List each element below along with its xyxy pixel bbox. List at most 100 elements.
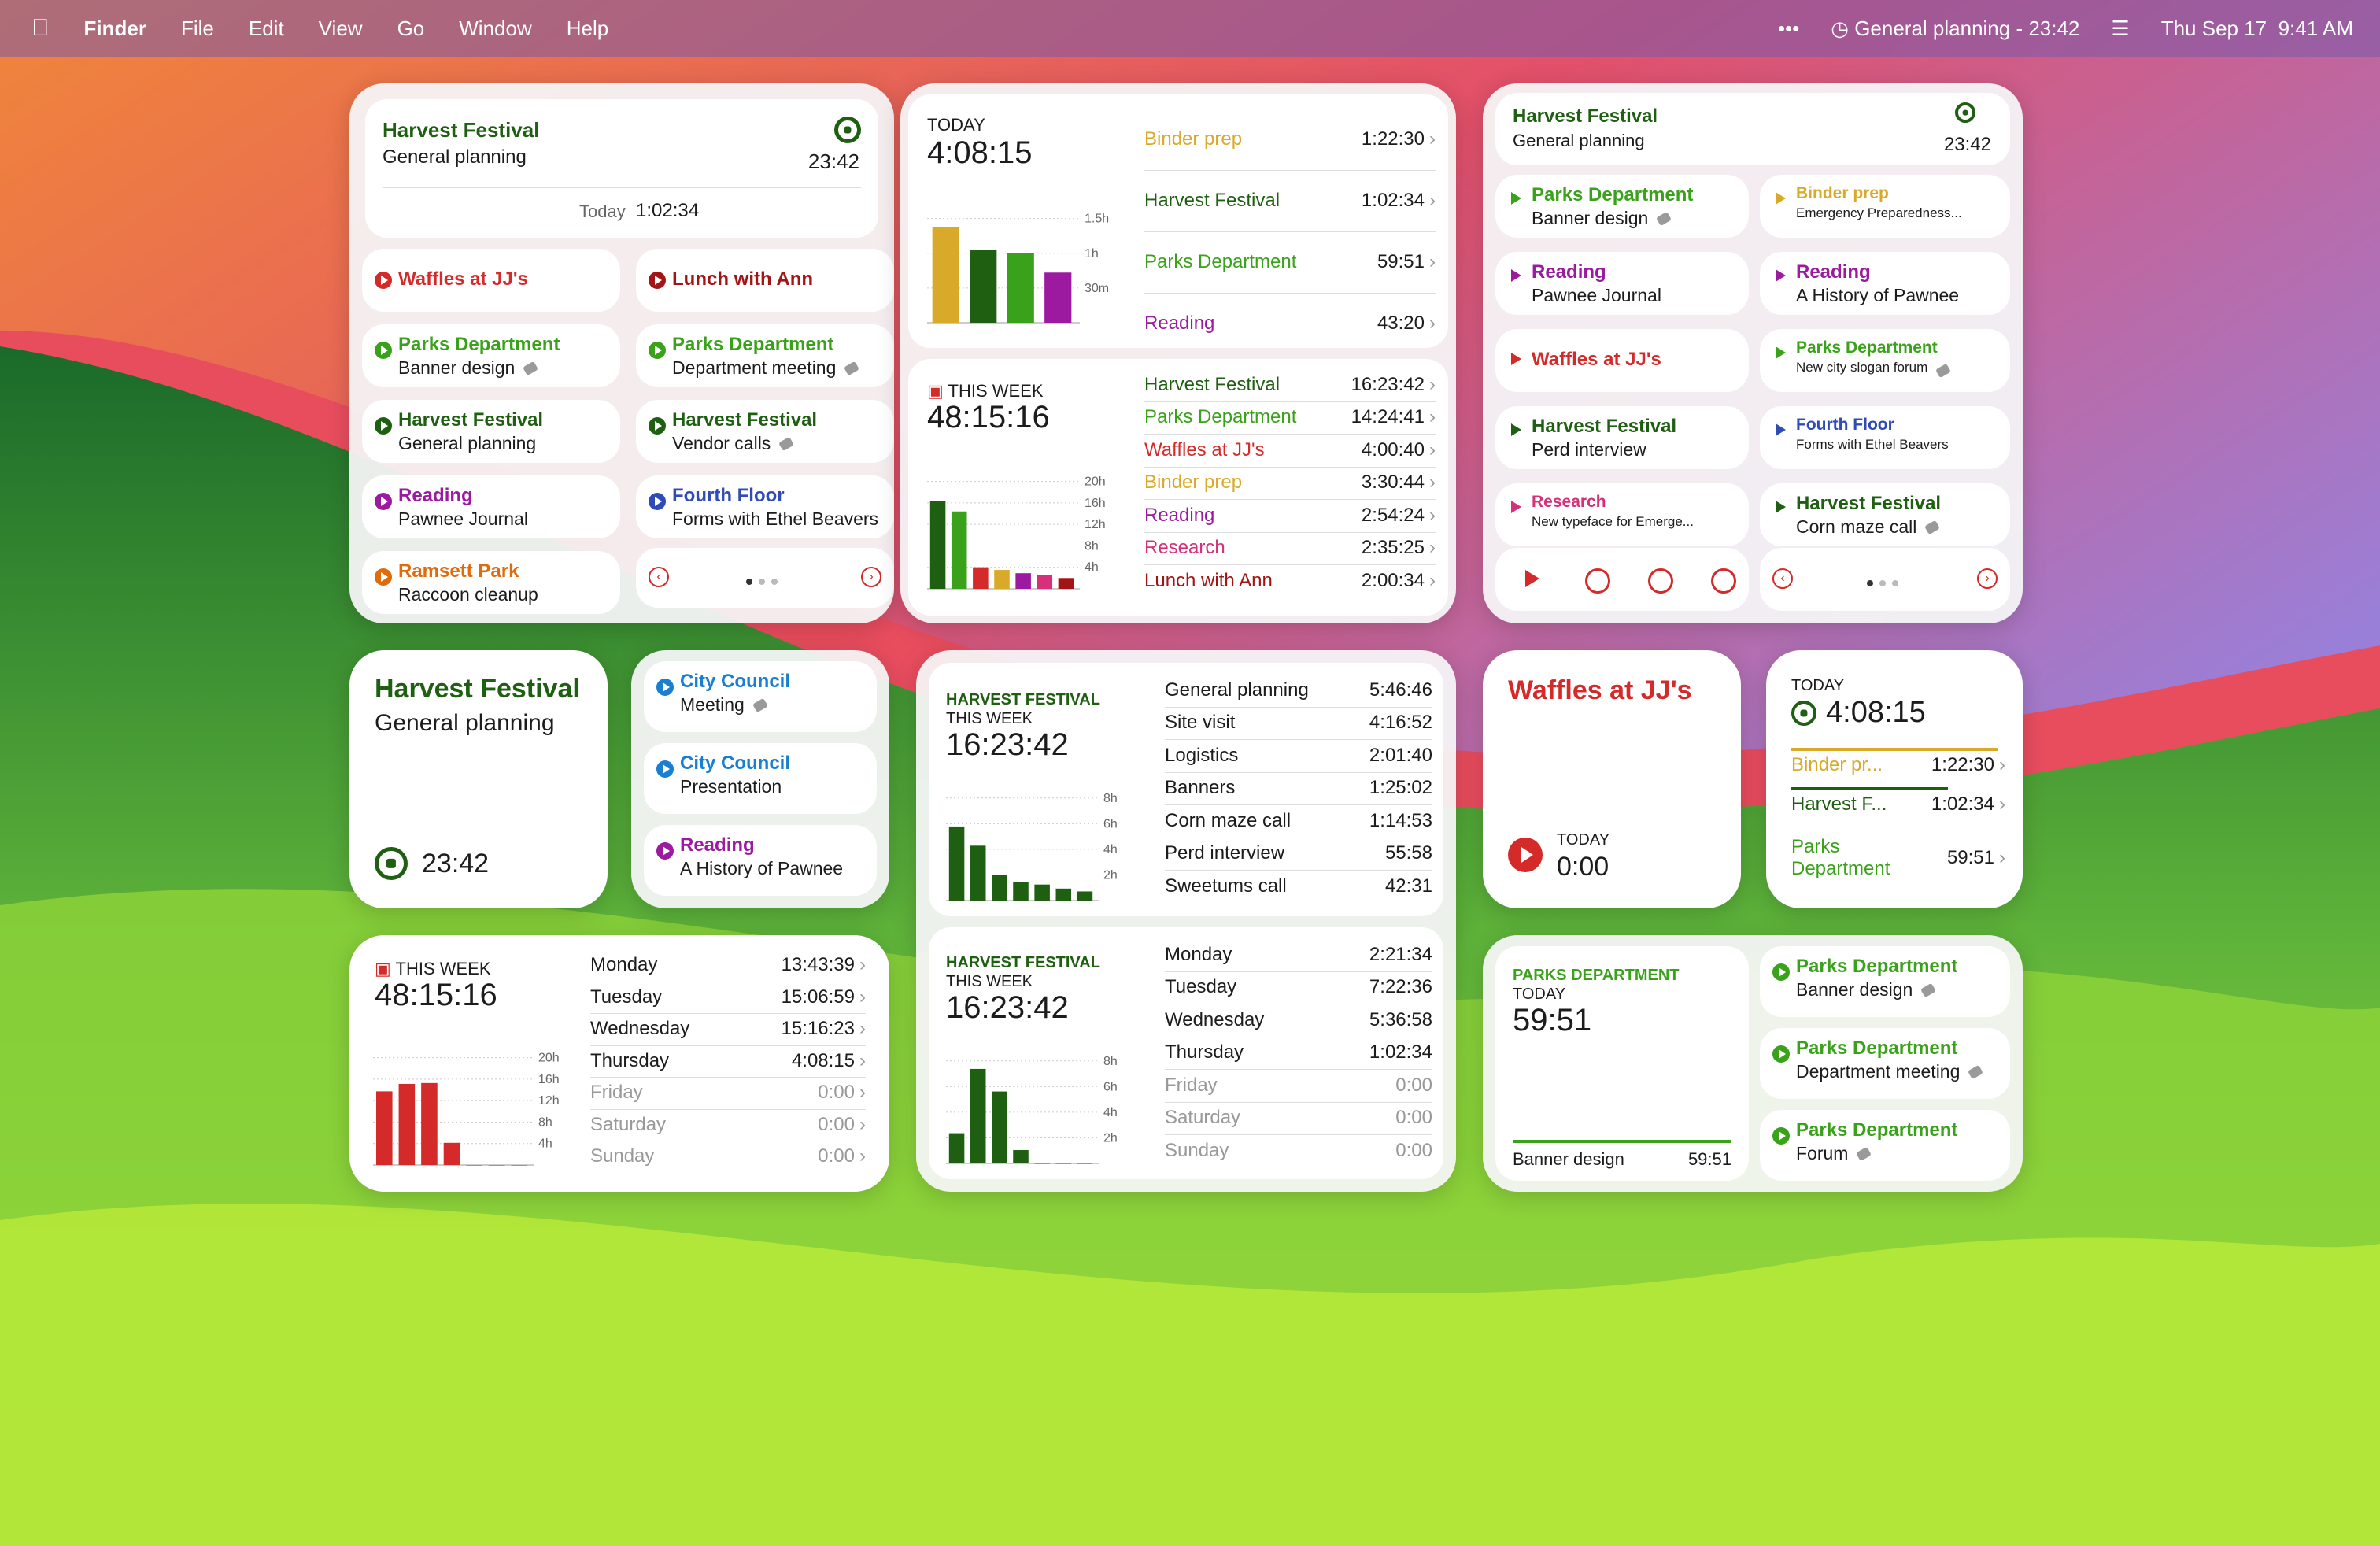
summary-row[interactable]: Monday 13:43:39 › bbox=[590, 949, 866, 982]
menu-edit[interactable]: Edit bbox=[231, 16, 284, 40]
previous-page-icon[interactable]: ‹ bbox=[1772, 568, 1793, 589]
start-icon[interactable] bbox=[1776, 423, 1786, 436]
timer-item-card[interactable]: Harvest Festival Corn maze call bbox=[1760, 483, 2010, 546]
start-icon[interactable] bbox=[1511, 423, 1521, 436]
next-page-icon[interactable]: › bbox=[1977, 568, 1998, 589]
start-icon[interactable] bbox=[1776, 269, 1786, 282]
today-chart-card[interactable]: TODAY 4:08:15 1.5h 1h 30m Binder prep 1:22:… bbox=[908, 94, 1448, 348]
summary-row[interactable]: Banners 1:25:02 bbox=[1165, 772, 1432, 805]
summary-row[interactable]: Parks Department 59:51 › bbox=[1144, 231, 1436, 293]
widget-today-small[interactable]: TODAY 4:08:15 Binder pr... 1:22:30 › Harves… bbox=[1766, 650, 2023, 908]
timer-item-card[interactable]: Reading Pawnee Journal bbox=[362, 475, 620, 538]
timer-item-card[interactable]: Fourth Floor Forms with Ethel Beavers bbox=[1760, 406, 2010, 469]
summary-row[interactable]: Sweetums call 42:31 bbox=[1165, 870, 1432, 903]
timer-item-card[interactable]: City Council Meeting bbox=[644, 661, 877, 732]
previous-page-icon[interactable]: ‹ bbox=[649, 567, 669, 587]
summary-row[interactable]: Waffles at JJ's 4:00:40 › bbox=[1144, 434, 1436, 467]
start-icon[interactable] bbox=[1772, 1045, 1790, 1063]
summary-row[interactable]: 1:02:34 › bbox=[1931, 793, 2005, 816]
summary-row[interactable]: 59:51 › bbox=[1947, 847, 2005, 869]
summary-row[interactable]: Friday 0:00 bbox=[1165, 1069, 1432, 1102]
summary-row[interactable]: Research 2:35:25 › bbox=[1144, 532, 1436, 565]
menu-view[interactable]: View bbox=[301, 16, 363, 40]
week-chart-card[interactable]: ▣ THIS WEEK 48:15:16 20h 16h 12h 8h 4h Harve… bbox=[908, 359, 1448, 616]
timer-item-card[interactable]: Parks Department New city slogan forum bbox=[1760, 329, 2010, 392]
summary-row[interactable]: Site visit 4:16:52 bbox=[1165, 707, 1432, 740]
timer-item-card[interactable]: Lunch with Ann bbox=[636, 249, 894, 312]
start-icon[interactable] bbox=[1511, 353, 1521, 365]
summary-row[interactable]: 1:22:30 › bbox=[1931, 754, 2005, 776]
summary-row[interactable]: Tuesday 7:22:36 bbox=[1165, 971, 1432, 1004]
summary-row[interactable]: Reading 43:20 › bbox=[1144, 293, 1436, 354]
project-today-card[interactable]: PARKS DEPARTMENT TODAY 59:51 Banner desi… bbox=[1495, 946, 1749, 1181]
start-icon[interactable] bbox=[656, 760, 674, 778]
summary-row[interactable]: Thursday 1:02:34 bbox=[1165, 1037, 1432, 1070]
timer-item-card[interactable]: Parks Department Banner design bbox=[1495, 175, 1749, 238]
summary-row[interactable]: Perd interview 55:58 bbox=[1165, 838, 1432, 871]
start-icon[interactable] bbox=[375, 568, 392, 586]
timer-item-card[interactable]: Reading Pawnee Journal bbox=[1495, 252, 1749, 315]
summary-row[interactable]: Logistics 2:01:40 bbox=[1165, 739, 1432, 772]
widget-current-timer-small[interactable]: Harvest Festival General planning 23:42 bbox=[349, 650, 608, 908]
timer-item-card[interactable]: Harvest Festival Perd interview bbox=[1495, 406, 1749, 469]
timer-add-icon[interactable] bbox=[1585, 568, 1610, 594]
timer-item-card[interactable]: Parks Department Department meeting bbox=[1760, 1028, 2010, 1099]
summary-row[interactable]: Saturday 0:00 › bbox=[590, 1109, 866, 1141]
timer-item-card[interactable]: Fourth Floor Forms with Ethel Beavers bbox=[636, 475, 894, 538]
menu-window[interactable]: Window bbox=[441, 16, 531, 40]
start-icon[interactable] bbox=[656, 679, 674, 696]
start-icon[interactable] bbox=[1511, 501, 1521, 513]
timer-settings-icon[interactable] bbox=[1711, 568, 1736, 594]
summary-row[interactable]: Thursday 4:08:15 › bbox=[590, 1045, 866, 1078]
start-icon[interactable] bbox=[1776, 192, 1786, 205]
summary-row[interactable]: Saturday 0:00 bbox=[1165, 1102, 1432, 1135]
summary-row[interactable]: Wednesday 15:16:23 › bbox=[590, 1013, 866, 1045]
start-icon[interactable] bbox=[649, 493, 666, 510]
current-timer-card[interactable]: Harvest Festival General planning 23:42 … bbox=[365, 99, 878, 238]
summary-row[interactable]: Monday 2:21:34 bbox=[1165, 938, 1432, 971]
start-icon[interactable] bbox=[649, 417, 666, 435]
start-icon[interactable] bbox=[656, 842, 674, 860]
menu-help[interactable]: Help bbox=[549, 16, 608, 40]
stop-timer-icon[interactable] bbox=[375, 847, 408, 880]
timer-status-item[interactable]: ◷ General planning - 23:42 bbox=[1831, 17, 2079, 41]
summary-row[interactable]: Sunday 0:00 › bbox=[590, 1141, 866, 1173]
start-icon[interactable] bbox=[1772, 1127, 1790, 1145]
timer-item-card[interactable]: Waffles at JJ's bbox=[1495, 329, 1749, 392]
start-icon[interactable] bbox=[649, 272, 666, 289]
summary-row[interactable]: Lunch with Ann 2:00:34 › bbox=[1144, 564, 1436, 597]
start-icon[interactable] bbox=[1511, 192, 1521, 205]
current-timer-card[interactable]: Harvest Festival General planning 23:42 bbox=[1495, 93, 2010, 165]
timer-item-card[interactable]: Harvest Festival Vendor calls bbox=[636, 400, 894, 463]
start-icon[interactable] bbox=[375, 417, 392, 435]
summary-row[interactable]: Friday 0:00 › bbox=[590, 1077, 866, 1109]
timer-item-card[interactable]: Parks Department Forum bbox=[1760, 1110, 2010, 1181]
more-icon[interactable]: ••• bbox=[1777, 16, 1800, 40]
start-timer-icon[interactable] bbox=[1508, 838, 1543, 872]
start-icon[interactable] bbox=[1772, 963, 1790, 981]
timer-item-card[interactable]: Parks Department Banner design bbox=[362, 324, 620, 387]
summary-row[interactable]: Harvest Festival 1:02:34 › bbox=[1144, 170, 1436, 231]
start-icon[interactable] bbox=[375, 342, 392, 359]
timer-item-card[interactable]: Reading A History of Pawnee bbox=[644, 825, 877, 896]
summary-row[interactable]: Corn maze call 1:14:53 bbox=[1165, 804, 1432, 838]
project-tasks-card[interactable]: HARVEST FESTIVAL THIS WEEK 16:23:42 8h 6h… bbox=[929, 663, 1443, 916]
start-icon[interactable] bbox=[1776, 346, 1786, 359]
menu-go[interactable]: Go bbox=[379, 16, 425, 40]
stop-timer-icon[interactable] bbox=[834, 117, 861, 143]
control-center-icon[interactable]: ☰ bbox=[2111, 16, 2130, 40]
summary-row[interactable]: Binder prep 1:22:30 › bbox=[1144, 109, 1436, 170]
timer-money-icon[interactable] bbox=[1648, 568, 1673, 594]
apple-menu-icon[interactable]:  bbox=[31, 15, 50, 42]
menu-file[interactable]: File bbox=[163, 16, 214, 40]
timer-item-card[interactable]: Waffles at JJ's bbox=[362, 249, 620, 312]
start-icon[interactable] bbox=[375, 272, 392, 289]
timer-item-card[interactable]: Ramsett Park Raccoon cleanup bbox=[362, 551, 620, 614]
timer-item-card[interactable]: Binder prep Emergency Preparedness... bbox=[1760, 175, 2010, 238]
start-icon[interactable] bbox=[1525, 570, 1539, 587]
summary-row[interactable]: Sunday 0:00 bbox=[1165, 1134, 1432, 1167]
timer-item-card[interactable]: Parks Department Department meeting bbox=[636, 324, 894, 387]
timer-item-card[interactable]: City Council Presentation bbox=[644, 743, 877, 814]
timer-item-card[interactable]: Harvest Festival General planning bbox=[362, 400, 620, 463]
next-page-icon[interactable]: › bbox=[861, 567, 881, 587]
